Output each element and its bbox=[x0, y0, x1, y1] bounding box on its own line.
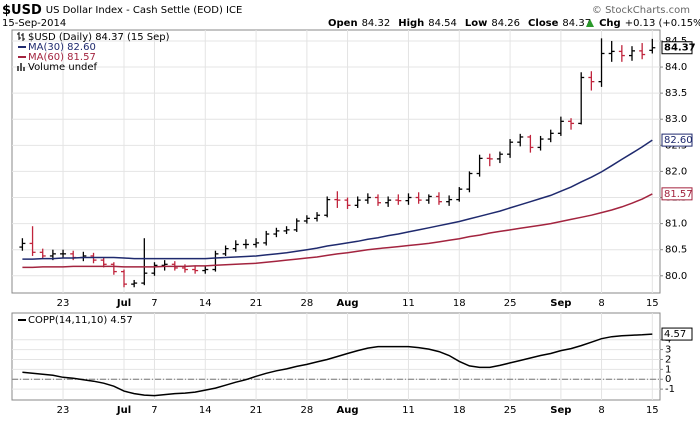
x-tick-label: 15 bbox=[646, 298, 659, 309]
quote-value: 84.54 bbox=[428, 18, 457, 29]
last-value-label: 81.57 bbox=[664, 189, 693, 200]
x-tick-label: Sep bbox=[550, 298, 571, 309]
last-value-box bbox=[661, 187, 693, 201]
x-tick-label: Aug bbox=[337, 405, 359, 416]
legend-label: MA(30) 82.60 bbox=[28, 42, 96, 53]
legend-icon bbox=[17, 63, 25, 71]
quote: Open 84.32 High 84.54 Low 84.26 Close 84.37 Chg +… bbox=[328, 18, 700, 29]
quote-value: 84.26 bbox=[491, 18, 520, 29]
last-value-label: 82.60 bbox=[664, 135, 693, 146]
y-tick-label: 3 bbox=[665, 345, 671, 356]
x-tick-label: 21 bbox=[250, 298, 263, 309]
last-value-label: 84.37 bbox=[664, 43, 696, 54]
y-tick-label: 83.5 bbox=[665, 88, 687, 99]
legend-label: COPP(14,11,10) 4.57 bbox=[28, 315, 133, 326]
x-tick-label: Jul bbox=[116, 298, 131, 309]
y-tick-label: 1 bbox=[665, 364, 671, 375]
y-tick-label: 81.0 bbox=[665, 219, 687, 230]
y-tick-label: 83.0 bbox=[665, 114, 687, 125]
x-tick-label: 15 bbox=[646, 405, 659, 416]
credit: © StockCharts.com bbox=[592, 5, 690, 16]
x-tick-label: 23 bbox=[57, 298, 70, 309]
quote-value: 84.32 bbox=[362, 18, 391, 29]
x-tick-label: 25 bbox=[504, 298, 517, 309]
x-tick-label: Aug bbox=[337, 298, 359, 309]
x-tick-label: 23 bbox=[57, 405, 70, 416]
y-tick-label: 80.0 bbox=[665, 271, 687, 282]
quote-value: +0.13 (+0.15%) bbox=[625, 18, 700, 29]
symbol: $USD bbox=[2, 3, 42, 18]
x-tick-label: 21 bbox=[250, 405, 263, 416]
x-tick-label: 18 bbox=[453, 405, 466, 416]
chart-title: $USD US Dollar Index - Cash Settle (EOD) … bbox=[2, 3, 242, 18]
line-series bbox=[22, 193, 653, 269]
x-tick-label: 14 bbox=[199, 298, 212, 309]
up-arrow bbox=[586, 19, 594, 27]
instrument-name: US Dollar Index - Cash Settle (EOD) ICE bbox=[46, 5, 243, 16]
y-tick-label: 84.0 bbox=[665, 62, 687, 73]
x-tick-label: 7 bbox=[151, 298, 157, 309]
line-series bbox=[22, 139, 653, 260]
quote-label: Low bbox=[465, 18, 487, 29]
y-tick-label: 0 bbox=[665, 374, 671, 385]
x-tick-label: 8 bbox=[598, 298, 604, 309]
last-value-box bbox=[661, 133, 693, 147]
x-tick-label: Sep bbox=[550, 405, 571, 416]
y-tick-label: 80.5 bbox=[665, 245, 687, 256]
y-tick-label: 82.0 bbox=[665, 166, 687, 177]
legend-label: MA(60) 81.57 bbox=[28, 52, 96, 63]
x-tick-label: 28 bbox=[301, 298, 314, 309]
x-tick-label: 28 bbox=[301, 405, 314, 416]
y-tick-label: 2 bbox=[665, 354, 671, 365]
legend-icon bbox=[17, 32, 25, 41]
quote-label: Open bbox=[328, 18, 358, 29]
x-tick-label: 11 bbox=[402, 298, 415, 309]
quote-label: Close bbox=[528, 18, 559, 29]
x-tick-label: Jul bbox=[116, 405, 131, 416]
last-value-box bbox=[661, 327, 693, 341]
x-tick-label: 8 bbox=[598, 405, 604, 416]
x-tick-label: 7 bbox=[151, 405, 157, 416]
plot-area bbox=[11, 29, 661, 294]
x-tick-label: 18 bbox=[453, 298, 466, 309]
x-tick-label: 11 bbox=[402, 405, 415, 416]
x-tick-label: 25 bbox=[504, 405, 517, 416]
last-value-box bbox=[661, 41, 693, 55]
quote-value: 84.37 bbox=[562, 18, 591, 29]
date: 15-Sep-2014 bbox=[2, 18, 66, 29]
quote-label: Chg bbox=[599, 18, 621, 29]
legend-label: Volume undef bbox=[28, 62, 98, 73]
quote-label: High bbox=[398, 18, 424, 29]
last-value-label: 4.57 bbox=[664, 329, 686, 340]
line-series bbox=[22, 333, 653, 397]
legend-label: $USD (Daily) 84.37 (15 Sep) bbox=[28, 32, 170, 43]
y-tick-label: -1 bbox=[665, 384, 675, 395]
x-tick-label: 14 bbox=[199, 405, 212, 416]
